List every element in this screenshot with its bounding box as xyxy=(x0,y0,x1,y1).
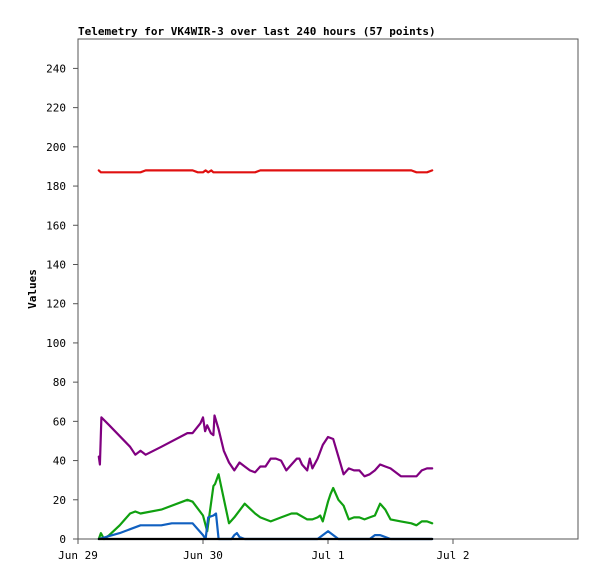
series-line-2 xyxy=(97,414,434,478)
x-tick-label: Jun 30 xyxy=(183,549,223,562)
chart-title: Telemetry for VK4WIR-3 over last 240 hou… xyxy=(78,25,436,38)
y-tick-label: 120 xyxy=(46,298,66,311)
y-tick-label: 160 xyxy=(46,219,66,232)
x-axis: Jun 29 Jun 30 Jul 1 Jul 2 xyxy=(58,539,470,562)
series-line-3 xyxy=(97,473,434,541)
y-tick-label: 80 xyxy=(53,376,66,389)
y-tick-label: 100 xyxy=(46,337,66,350)
series-layer xyxy=(97,169,434,541)
y-tick-label: 20 xyxy=(53,494,66,507)
y-axis-label: Values xyxy=(26,269,39,309)
series-line-4 xyxy=(97,512,434,541)
x-tick-label: Jun 29 xyxy=(58,549,98,562)
y-tick-label: 140 xyxy=(46,258,66,271)
y-tick-label: 180 xyxy=(46,180,66,193)
y-tick-label: 0 xyxy=(59,533,66,546)
y-tick-label: 240 xyxy=(46,62,66,75)
y-tick-label: 40 xyxy=(53,455,66,468)
y-tick-label: 200 xyxy=(46,141,66,154)
x-tick-label: Jul 1 xyxy=(311,549,344,562)
plot-area xyxy=(77,38,579,540)
y-tick-label: 220 xyxy=(46,102,66,115)
series-line-1 xyxy=(97,169,434,174)
y-axis: 0 20 40 60 80 100 120 140 160 180 200 220 240 xyxy=(46,62,78,546)
x-tick-label: Jul 2 xyxy=(436,549,469,562)
y-tick-label: 60 xyxy=(53,415,66,428)
